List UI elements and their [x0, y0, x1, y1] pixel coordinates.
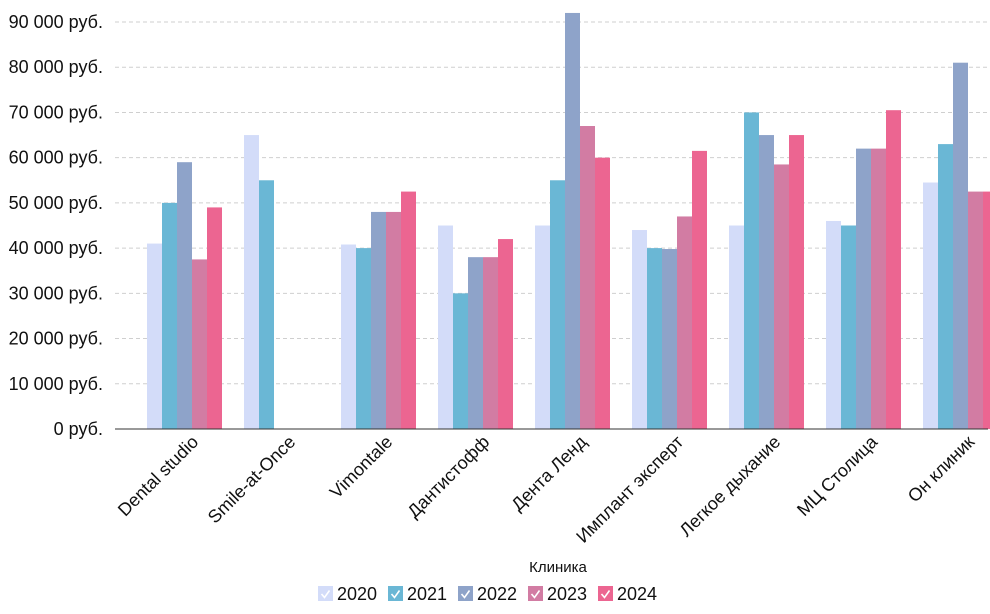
x-axis-title: Клиника: [529, 559, 587, 576]
x-tick-label: Smile-at-Once: [204, 432, 299, 527]
y-tick-label: 60 000 руб.: [9, 148, 103, 168]
bar-2022: [759, 135, 774, 430]
legend-swatch: [598, 586, 613, 601]
legend-label: 2021: [407, 584, 447, 604]
bar-2023: [192, 259, 207, 429]
x-tick-label: Легкое дыхание: [676, 432, 785, 541]
bar-2024: [983, 191, 990, 429]
bar-2023: [774, 164, 789, 429]
legend: 2020 2021 2022 2023 2024: [318, 584, 657, 604]
x-tick-label: Дантистофф: [403, 432, 493, 522]
y-axis-ticks: 0 руб. 10 000 руб. 20 000 руб. 30 000 руб. 4…: [9, 12, 103, 439]
y-tick-label: 80 000 руб.: [9, 57, 103, 77]
y-tick-label: 50 000 руб.: [9, 193, 103, 213]
check-icon: [320, 590, 331, 599]
bar-2024: [595, 157, 610, 429]
bar-2023: [677, 216, 692, 429]
x-tick-label: Vimontale: [326, 432, 397, 503]
bar-2022: [856, 148, 871, 429]
legend-swatch: [388, 586, 403, 601]
y-tick-label: 30 000 руб.: [9, 283, 103, 303]
bar-2022: [371, 211, 386, 429]
x-tick-label: Дента Ленд: [507, 431, 590, 514]
y-tick-label: 70 000 руб.: [9, 102, 103, 122]
bar-2023: [968, 191, 983, 429]
bar-2022: [468, 257, 483, 429]
bars: [147, 12, 990, 430]
bar-2023: [386, 211, 401, 429]
bar-2021: [744, 112, 759, 429]
bar-2024: [401, 191, 416, 429]
bar-2023: [871, 148, 886, 429]
y-tick-label: 40 000 руб.: [9, 238, 103, 258]
legend-label: 2020: [337, 584, 377, 604]
bar-2020: [535, 225, 550, 429]
bar-2020: [923, 182, 938, 429]
bar-2024: [886, 110, 901, 429]
bar-2020: [729, 225, 744, 429]
bar-2023: [580, 126, 595, 429]
y-tick-label: 0 руб.: [54, 419, 103, 439]
y-tick-label: 10 000 руб.: [9, 374, 103, 394]
x-axis-ticks: Dental studio Smile-at-Once Vimontale Данти…: [114, 431, 979, 547]
bar-2024: [498, 239, 513, 429]
bar-2021: [259, 180, 274, 429]
bar-2022: [177, 162, 192, 429]
bar-2023: [483, 257, 498, 429]
bar-2020: [826, 220, 841, 429]
y-tick-label: 90 000 руб.: [9, 12, 103, 32]
bar-2021: [356, 248, 371, 429]
bar-2020: [244, 135, 259, 430]
bar-2021: [938, 144, 953, 429]
legend-item-2024[interactable]: 2024: [598, 584, 657, 604]
bar-2021: [550, 180, 565, 429]
bar-2024: [692, 150, 707, 429]
legend-swatch: [458, 586, 473, 601]
bar-2021: [453, 293, 468, 429]
bar-2024: [207, 207, 222, 429]
legend-label: 2024: [617, 584, 657, 604]
legend-swatch: [528, 586, 543, 601]
bar-2021: [647, 248, 662, 429]
x-tick-label: МЦ Столица: [793, 431, 882, 520]
legend-item-2021[interactable]: 2021: [388, 584, 447, 604]
bar-2022: [953, 62, 968, 429]
legend-item-2022[interactable]: 2022: [458, 584, 517, 604]
bar-2020: [341, 244, 356, 429]
bar-2020: [438, 225, 453, 429]
bar-2021: [841, 225, 856, 429]
legend-swatch: [318, 586, 333, 601]
check-icon: [600, 590, 611, 599]
legend-item-2023[interactable]: 2023: [528, 584, 587, 604]
y-tick-label: 20 000 руб.: [9, 329, 103, 349]
x-tick-label: Dental studio: [114, 432, 202, 520]
bar-2020: [147, 243, 162, 429]
x-tick-label: Он клиник: [904, 432, 979, 507]
bar-2021: [162, 202, 177, 429]
bar-2024: [789, 135, 804, 430]
bar-2022: [662, 249, 677, 429]
legend-label: 2023: [547, 584, 587, 604]
bar-2022: [565, 12, 580, 429]
x-tick-label: Имплант эксперт: [572, 432, 687, 547]
check-icon: [460, 590, 471, 599]
legend-item-2020[interactable]: 2020: [318, 584, 377, 604]
check-icon: [530, 590, 541, 599]
legend-label: 2022: [477, 584, 517, 604]
bar-2020: [632, 230, 647, 429]
check-icon: [390, 590, 401, 599]
